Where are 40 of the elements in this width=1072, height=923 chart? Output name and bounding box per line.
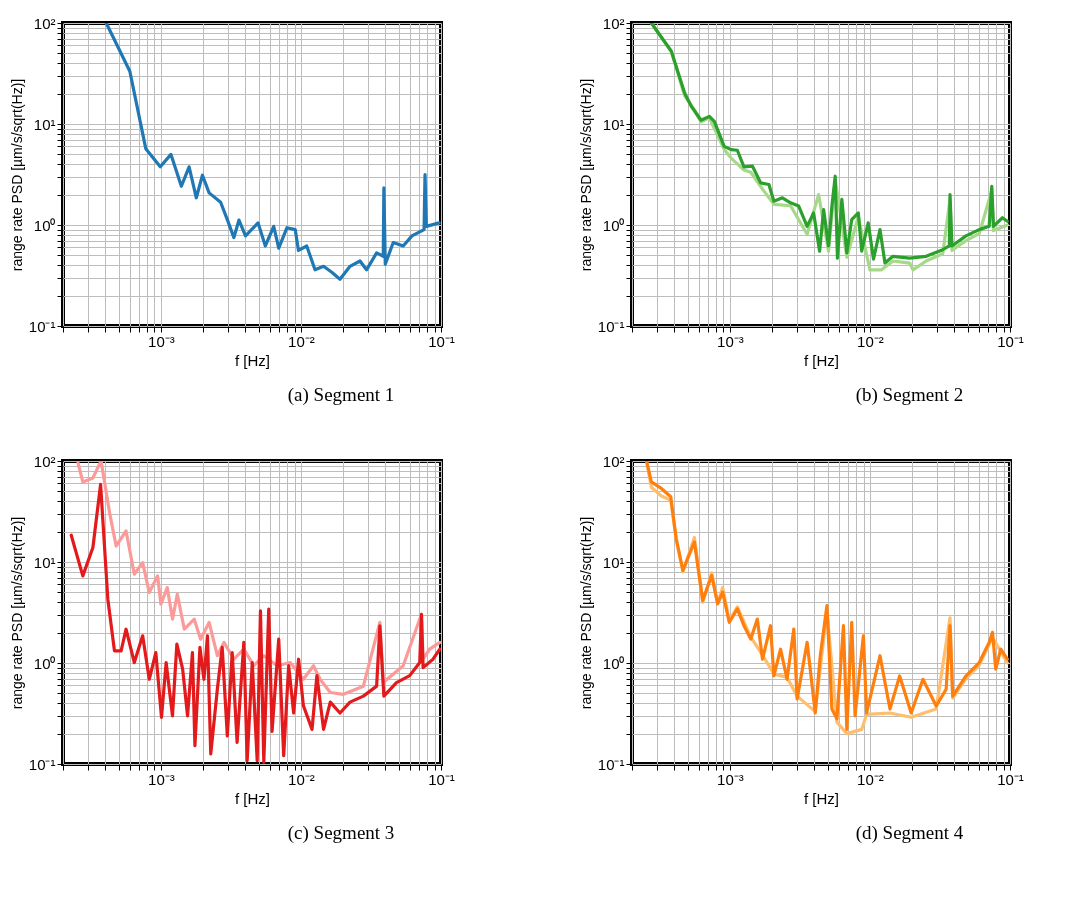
text: (a) Segment 1	[287, 384, 395, 406]
x-tick-label: 10⁻³	[717, 770, 744, 788]
y-axis-title: range rate PSD [µm/s/sqrt(Hz)]	[8, 516, 25, 710]
y-tick-label: 10⁻¹	[597, 755, 625, 773]
y-tick-label: 10²	[33, 452, 56, 470]
x-tick-label: 10⁻²	[857, 332, 884, 350]
x-tick-label: 10⁻³	[148, 770, 175, 788]
y-tick-label: 10²	[602, 14, 625, 32]
y-tick-label: 10¹	[602, 553, 625, 571]
y-tick-label: 10⁻¹	[28, 317, 56, 335]
y-tick-label: 10¹	[33, 553, 56, 571]
y-axis-title: range rate PSD [µm/s/sqrt(Hz)]	[577, 516, 594, 710]
y-tick-label: 10⁻¹	[597, 317, 625, 335]
x-tick-label: 10⁻¹	[997, 770, 1024, 788]
text: (d) Segment 4	[855, 822, 964, 844]
x-tick-label: 10⁻¹	[428, 770, 455, 788]
y-tick-label: 10⁻¹	[28, 755, 56, 773]
x-tick-label: 10⁻²	[857, 770, 884, 788]
x-tick-label: 10⁻¹	[997, 332, 1024, 350]
y-tick-label: 10¹	[33, 115, 56, 133]
y-tick-label: 10¹	[602, 115, 625, 133]
y-tick-label: 10⁰	[602, 654, 625, 672]
x-tick-label: 10⁻³	[148, 332, 175, 350]
x-axis-title: f [Hz]	[803, 789, 840, 807]
x-tick-label: 10⁻²	[288, 332, 315, 350]
x-tick-label: 10⁻¹	[428, 332, 455, 350]
y-tick-label: 10²	[602, 452, 625, 470]
y-tick-label: 10⁰	[33, 654, 56, 672]
x-axis-title: f [Hz]	[803, 351, 840, 369]
y-tick-label: 10²	[33, 14, 56, 32]
x-tick-label: 10⁻²	[288, 770, 315, 788]
text: (c) Segment 3	[287, 822, 395, 844]
y-tick-label: 10⁰	[33, 216, 56, 234]
y-axis-title: range rate PSD [µm/s/sqrt(Hz)]	[8, 78, 25, 272]
y-axis-title: range rate PSD [µm/s/sqrt(Hz)]	[577, 78, 594, 272]
x-axis-title: f [Hz]	[234, 789, 271, 807]
x-tick-label: 10⁻³	[717, 332, 744, 350]
x-axis-title: f [Hz]	[234, 351, 271, 369]
text: (b) Segment 2	[855, 384, 964, 406]
y-tick-label: 10⁰	[602, 216, 625, 234]
